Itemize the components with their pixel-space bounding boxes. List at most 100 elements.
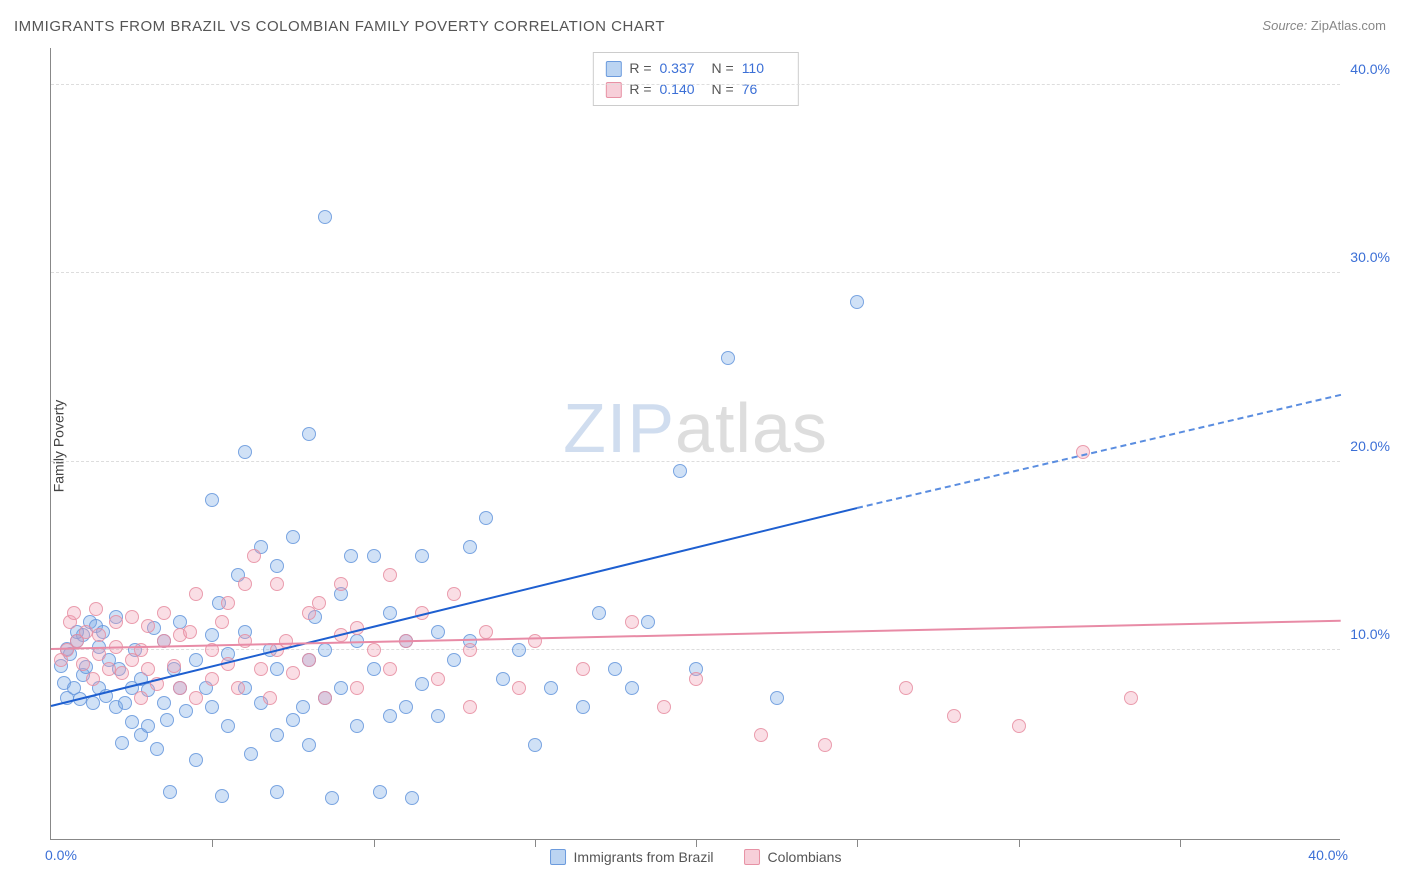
data-point: [270, 728, 284, 742]
data-point: [141, 619, 155, 633]
data-point: [431, 672, 445, 686]
y-tick-label: 20.0%: [1346, 438, 1390, 454]
data-point: [238, 634, 252, 648]
data-point: [625, 615, 639, 629]
data-point: [189, 587, 203, 601]
data-point: [254, 662, 268, 676]
data-point: [115, 736, 129, 750]
data-point: [270, 785, 284, 799]
x-tick-min: 0.0%: [45, 847, 77, 863]
data-point: [512, 643, 526, 657]
data-point: [818, 738, 832, 752]
data-point: [367, 549, 381, 563]
data-point: [302, 738, 316, 752]
data-point: [325, 791, 339, 805]
data-point: [173, 681, 187, 695]
data-point: [238, 445, 252, 459]
data-point: [125, 715, 139, 729]
data-point: [544, 681, 558, 695]
data-point: [947, 709, 961, 723]
data-point: [350, 681, 364, 695]
data-point: [286, 713, 300, 727]
data-point: [576, 662, 590, 676]
data-point: [754, 728, 768, 742]
correlation-stats-box: R = 0.337 N = 110 R = 0.140 N = 76: [592, 52, 798, 106]
data-point: [367, 662, 381, 676]
chart-title: IMMIGRANTS FROM BRAZIL VS COLOMBIAN FAMI…: [14, 18, 665, 35]
data-point: [189, 653, 203, 667]
y-tick-label: 40.0%: [1346, 61, 1390, 77]
data-point: [447, 587, 461, 601]
source-label: Source:: [1262, 18, 1307, 33]
data-point: [286, 666, 300, 680]
gridline-horizontal: [51, 84, 1340, 85]
data-point: [244, 747, 258, 761]
r-value: 0.140: [660, 79, 704, 100]
trendline-brazil: [51, 507, 858, 707]
data-point: [399, 700, 413, 714]
x-tick-mark: [374, 839, 375, 847]
data-point: [270, 662, 284, 676]
data-point: [334, 681, 348, 695]
data-point: [86, 696, 100, 710]
n-label: N =: [712, 79, 734, 100]
data-point: [592, 606, 606, 620]
data-point: [150, 742, 164, 756]
data-point: [76, 657, 90, 671]
data-point: [179, 704, 193, 718]
swatch-blue-icon: [605, 61, 621, 77]
data-point: [344, 549, 358, 563]
data-point: [415, 677, 429, 691]
data-point: [383, 709, 397, 723]
x-tick-mark: [212, 839, 213, 847]
data-point: [334, 577, 348, 591]
source-value: ZipAtlas.com: [1311, 18, 1386, 33]
legend-label: Immigrants from Brazil: [574, 849, 714, 865]
data-point: [92, 647, 106, 661]
data-point: [205, 493, 219, 507]
data-point: [296, 700, 310, 714]
r-label: R =: [629, 58, 651, 79]
data-point: [528, 738, 542, 752]
legend-label: Colombians: [768, 849, 842, 865]
watermark-zip: ZIP: [563, 389, 675, 467]
n-value: 76: [742, 79, 786, 100]
data-point: [167, 659, 181, 673]
stats-row: R = 0.140 N = 76: [605, 79, 785, 100]
legend-item: Immigrants from Brazil: [550, 849, 714, 865]
data-point: [205, 672, 219, 686]
data-point: [109, 615, 123, 629]
data-point: [157, 696, 171, 710]
data-point: [318, 691, 332, 705]
data-point: [312, 596, 326, 610]
x-tick-mark: [696, 839, 697, 847]
data-point: [850, 295, 864, 309]
data-point: [89, 602, 103, 616]
data-point: [318, 210, 332, 224]
data-point: [463, 540, 477, 554]
data-point: [576, 700, 590, 714]
chart-area: ZIPatlas R = 0.337 N = 110 R = 0.140 N =…: [50, 48, 1390, 840]
data-point: [118, 696, 132, 710]
data-point: [92, 628, 106, 642]
gridline-horizontal: [51, 461, 1340, 462]
data-point: [383, 568, 397, 582]
data-point: [134, 691, 148, 705]
data-point: [302, 427, 316, 441]
data-point: [141, 719, 155, 733]
n-value: 110: [742, 58, 786, 79]
data-point: [205, 700, 219, 714]
data-point: [231, 681, 245, 695]
data-point: [689, 672, 703, 686]
r-value: 0.337: [660, 58, 704, 79]
data-point: [641, 615, 655, 629]
data-point: [189, 691, 203, 705]
data-point: [115, 666, 129, 680]
data-point: [270, 559, 284, 573]
data-point: [286, 530, 300, 544]
data-point: [721, 351, 735, 365]
data-point: [270, 577, 284, 591]
data-point: [431, 625, 445, 639]
gridline-horizontal: [51, 649, 1340, 650]
data-point: [528, 634, 542, 648]
